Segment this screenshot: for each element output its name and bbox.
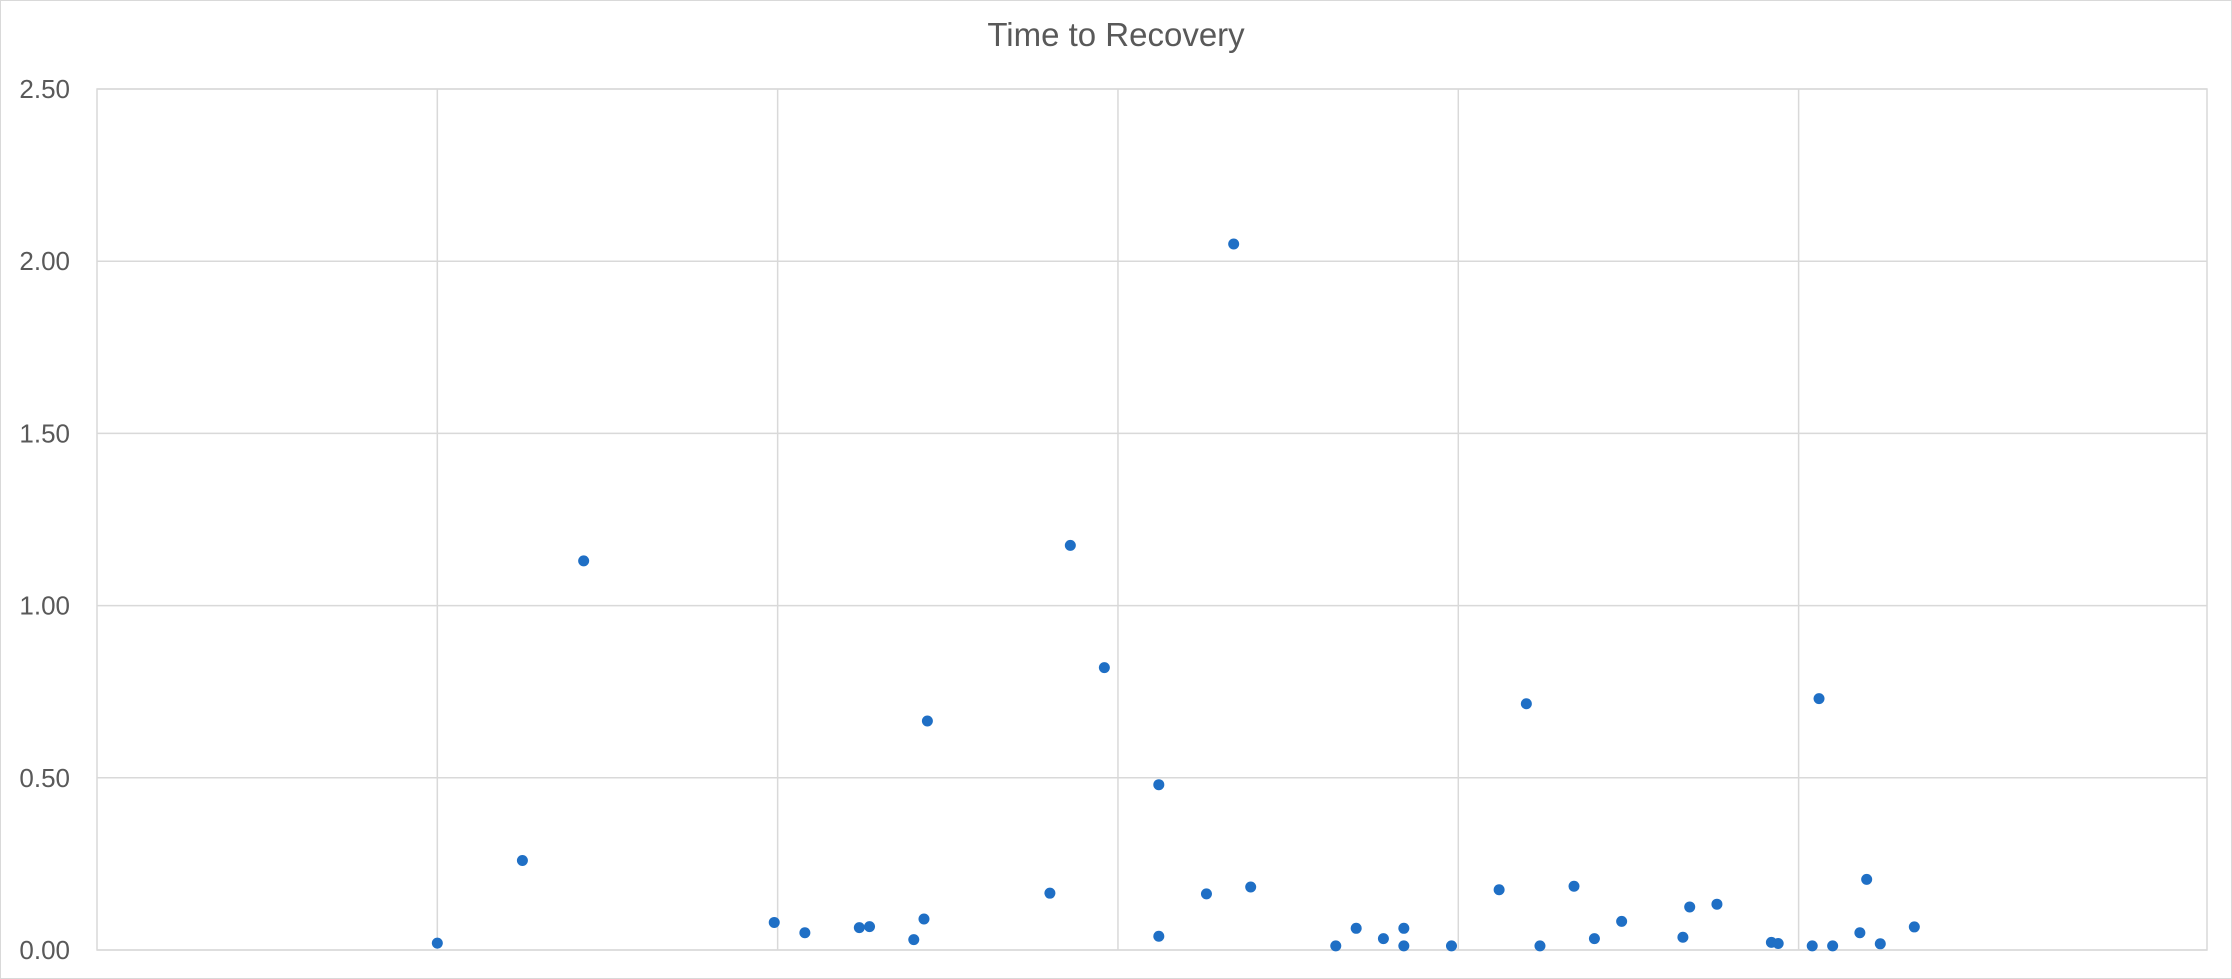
data-point bbox=[1445, 940, 1457, 952]
data-points bbox=[431, 238, 1920, 952]
y-tick-label: 0.00 bbox=[19, 935, 70, 965]
y-tick-label: 1.50 bbox=[19, 418, 70, 448]
chart-title: Time to Recovery bbox=[987, 16, 1245, 53]
data-point bbox=[578, 555, 590, 567]
data-point bbox=[1568, 880, 1580, 892]
gridlines bbox=[96, 88, 2208, 951]
data-point bbox=[1827, 940, 1839, 952]
y-tick-label: 0.50 bbox=[19, 763, 70, 793]
data-point bbox=[1677, 931, 1689, 943]
data-point bbox=[1153, 779, 1165, 791]
data-point bbox=[1228, 238, 1240, 250]
data-point bbox=[1520, 698, 1532, 710]
data-point bbox=[1398, 922, 1410, 934]
data-point bbox=[921, 715, 933, 727]
data-point bbox=[1534, 940, 1546, 952]
data-point bbox=[1098, 662, 1110, 674]
data-point bbox=[1350, 922, 1362, 934]
data-point bbox=[1493, 884, 1505, 896]
data-point bbox=[1064, 539, 1076, 551]
data-point bbox=[1377, 933, 1389, 945]
y-axis-ticks: 0.00 0.50 1.00 1.50 2.00 2.50 bbox=[19, 74, 70, 965]
data-point bbox=[1908, 921, 1920, 933]
data-point bbox=[908, 934, 920, 946]
data-point bbox=[1806, 940, 1818, 952]
data-point bbox=[516, 854, 528, 866]
data-point bbox=[799, 927, 811, 939]
y-tick-label: 2.50 bbox=[19, 74, 70, 104]
data-point bbox=[1772, 937, 1784, 949]
data-point bbox=[1854, 927, 1866, 939]
data-point bbox=[1684, 901, 1696, 913]
y-tick-label: 2.00 bbox=[19, 246, 70, 276]
data-point bbox=[1398, 940, 1410, 952]
data-point bbox=[1813, 693, 1825, 705]
data-point bbox=[1711, 898, 1723, 910]
data-point bbox=[1245, 881, 1257, 893]
data-point bbox=[1616, 915, 1628, 927]
data-point bbox=[1044, 887, 1056, 899]
data-point bbox=[431, 937, 443, 949]
data-point bbox=[1200, 888, 1212, 900]
data-point bbox=[1588, 933, 1600, 945]
data-point bbox=[1153, 930, 1165, 942]
data-point bbox=[1330, 940, 1342, 952]
data-point bbox=[1874, 938, 1886, 950]
data-point bbox=[864, 921, 876, 933]
data-point bbox=[1861, 873, 1873, 885]
data-point bbox=[853, 922, 865, 934]
data-point bbox=[768, 916, 780, 928]
plot-border bbox=[96, 88, 2208, 951]
data-point bbox=[918, 913, 930, 925]
y-tick-label: 1.00 bbox=[19, 591, 70, 621]
